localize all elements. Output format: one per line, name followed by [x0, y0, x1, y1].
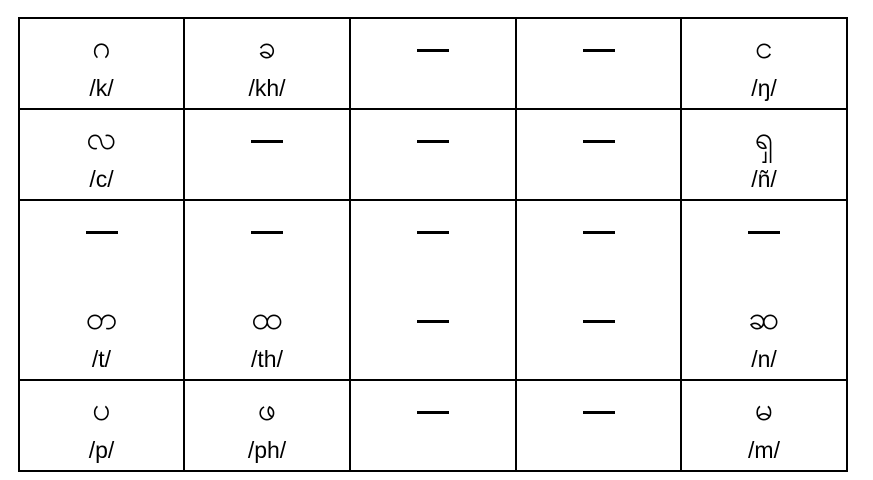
empty-dash-icon — [251, 140, 283, 143]
empty-dash-icon — [582, 49, 615, 52]
table-row: ပ /p/ ဖ /ph/ မ /m/ — [18, 379, 848, 472]
consonant-glyph: ဖ — [257, 390, 277, 428]
consonant-ipa: /kh/ — [248, 75, 286, 101]
table-cell — [349, 379, 517, 472]
table-cell — [515, 290, 682, 381]
consonant-ipa: /k/ — [89, 75, 114, 101]
table-cell: ခ /kh/ — [183, 17, 351, 110]
empty-dash-icon — [417, 411, 449, 414]
empty-dash-icon — [417, 140, 449, 143]
consonant-glyph: လ — [86, 119, 117, 157]
consonant-ipa: /ph/ — [247, 437, 287, 463]
consonant-glyph: င — [755, 28, 773, 66]
table-cell: ၡ /ñ/ — [680, 108, 848, 201]
empty-dash-icon — [417, 49, 449, 52]
table-row — [18, 199, 848, 290]
consonant-ipa: /p/ — [88, 437, 115, 463]
table-cell — [349, 108, 517, 201]
table-cell: ပ /p/ — [18, 379, 185, 472]
table-cell: ဖ /ph/ — [183, 379, 351, 472]
empty-dash-icon — [582, 231, 615, 234]
table-cell — [349, 199, 517, 290]
empty-dash-icon — [417, 231, 449, 234]
table-cell — [515, 199, 682, 290]
consonant-glyph: မ — [754, 390, 774, 428]
table-cell — [183, 108, 351, 201]
table-row: လ /c/ ၡ /ñ/ — [18, 108, 848, 201]
consonant-glyph: တ — [85, 299, 118, 337]
empty-dash-icon — [582, 320, 615, 323]
consonant-glyph: ဂ — [92, 28, 111, 66]
table-cell: လ /c/ — [18, 108, 185, 201]
consonant-glyph: ဆ — [748, 299, 780, 337]
consonant-glyph: ပ — [92, 390, 111, 428]
empty-dash-icon — [582, 140, 615, 143]
table-cell: ဂ /k/ — [18, 17, 185, 110]
consonant-ipa: /m/ — [748, 437, 780, 463]
empty-dash-icon — [251, 231, 283, 234]
table-cell: မ /m/ — [680, 379, 848, 472]
table-cell: င /ŋ/ — [680, 17, 848, 110]
table-cell — [349, 290, 517, 381]
empty-dash-icon — [417, 320, 449, 323]
table-row: ဂ /k/ ခ /kh/ င /ŋ/ — [18, 17, 848, 110]
table-cell — [183, 199, 351, 290]
consonant-ipa: /n/ — [751, 346, 777, 372]
table-cell: ထ /th/ — [183, 290, 351, 381]
consonant-glyph: ၡ — [754, 119, 774, 157]
consonant-ipa: /t/ — [91, 346, 112, 372]
table-row: တ /t/ ထ /th/ ဆ /n/ — [18, 290, 848, 381]
table-cell — [349, 17, 517, 110]
consonant-glyph: ထ — [251, 299, 283, 337]
table-cell — [515, 108, 682, 201]
table-cell — [18, 199, 185, 290]
table-cell — [680, 199, 848, 290]
table-cell — [515, 379, 682, 472]
consonant-ipa: /th/ — [251, 346, 283, 372]
empty-dash-icon — [748, 231, 780, 234]
empty-dash-icon — [582, 411, 615, 414]
table-cell: ဆ /n/ — [680, 290, 848, 381]
consonant-ipa: /c/ — [89, 166, 114, 192]
table-cell: တ /t/ — [18, 290, 185, 381]
consonant-ipa: /ñ/ — [751, 166, 777, 192]
table-cell — [515, 17, 682, 110]
consonant-glyph: ခ — [258, 28, 276, 66]
consonant-table: ဂ /k/ ခ /kh/ င /ŋ/ လ /c/ — [18, 17, 848, 472]
consonant-ipa: /ŋ/ — [751, 75, 777, 101]
empty-dash-icon — [85, 231, 118, 234]
